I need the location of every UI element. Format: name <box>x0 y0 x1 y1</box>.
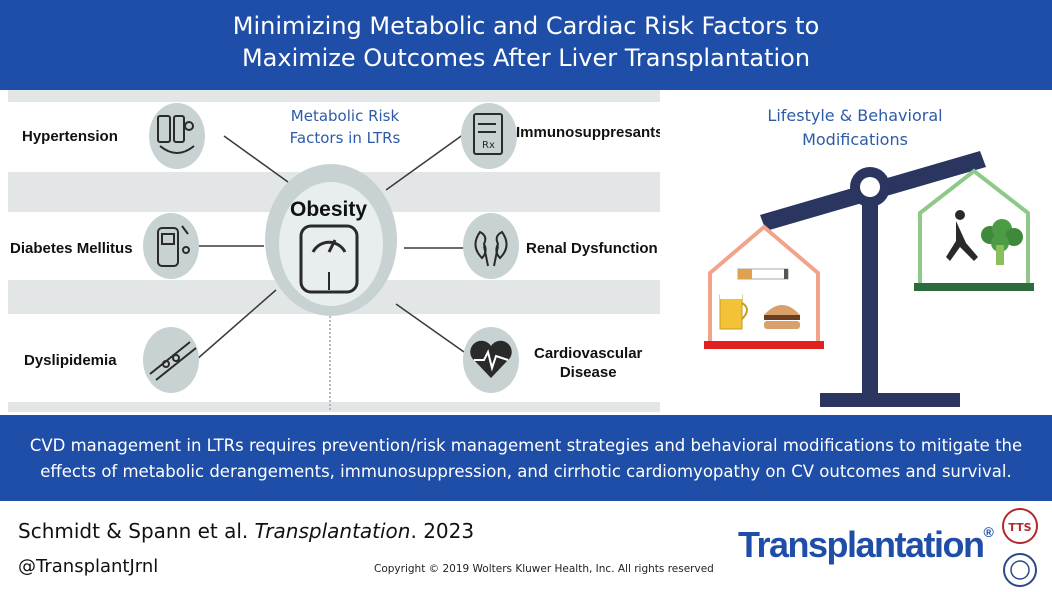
society-seal-icon <box>1003 553 1037 587</box>
balance-scale-illustration <box>704 151 1034 407</box>
blood-pressure-icon <box>149 103 205 169</box>
tts-seal-icon: TTS <box>1002 508 1038 544</box>
prescription-icon: Rx <box>461 103 517 169</box>
metabolic-risk-panel: Obesity Metabolic Risk Factors in LTRs <box>8 90 660 412</box>
journal-name: Transplantation <box>254 519 411 543</box>
obesity-label: Obesity <box>290 198 368 221</box>
burger-icon <box>764 305 800 329</box>
summary-banner: CVD management in LTRs requires preventi… <box>0 415 1052 501</box>
society-seals: TTS <box>1002 508 1038 587</box>
citation: Schmidt & Spann et al. Transplantation. … <box>18 519 475 543</box>
title-line-1: Minimizing Metabolic and Cardiac Risk Fa… <box>232 12 820 40</box>
svg-text:Rx: Rx <box>482 140 495 151</box>
journal-logo: Transplantation® <box>738 524 994 565</box>
summary-line-2: effects of metabolic derangements, immun… <box>40 462 1012 481</box>
unhealthy-habits-house <box>704 224 824 349</box>
obesity-circle <box>265 164 397 316</box>
svg-text:TTS: TTS <box>1008 521 1031 534</box>
artery-plaque-icon <box>143 327 199 393</box>
beer-icon <box>719 291 748 330</box>
copyright-notice: Copyright © 2019 Wolters Kluwer Health, … <box>374 563 714 575</box>
risk-label-renal: Renal Dysfunction <box>526 240 658 257</box>
title-banner: Minimizing Metabolic and Cardiac Risk Fa… <box>0 0 1052 90</box>
twitter-handle[interactable]: @TransplantJrnl <box>18 556 159 577</box>
heart-ecg-icon <box>463 327 519 393</box>
risk-label-diabetes: Diabetes Mellitus <box>10 240 133 257</box>
metabolic-risk-title: Metabolic Risk Factors in LTRs <box>289 107 401 147</box>
panel-stripe <box>8 90 660 102</box>
risk-label-hypertension: Hypertension <box>22 128 118 145</box>
title-line-2: Maximize Outcomes After Liver Transplant… <box>241 44 811 72</box>
risk-label-immunosuppresants: Immunosuppresants <box>516 124 660 141</box>
cigarette-icon <box>737 268 789 280</box>
kidneys-icon <box>463 213 519 279</box>
glucometer-icon <box>143 213 199 279</box>
panel-stripe <box>8 402 660 412</box>
summary-line-1: CVD management in LTRs requires preventi… <box>29 436 1023 455</box>
risk-label-cardiovascular: Cardiovascular Disease <box>534 345 643 381</box>
weight-scale-icon <box>299 224 359 294</box>
connector-lines <box>193 133 466 412</box>
healthy-habits-house <box>914 168 1034 291</box>
lifestyle-title: Lifestyle & Behavioral Modifications <box>767 106 943 149</box>
broccoli-icon <box>981 219 1023 265</box>
risk-label-dyslipidemia: Dyslipidemia <box>24 352 117 369</box>
runner-icon <box>946 210 978 261</box>
